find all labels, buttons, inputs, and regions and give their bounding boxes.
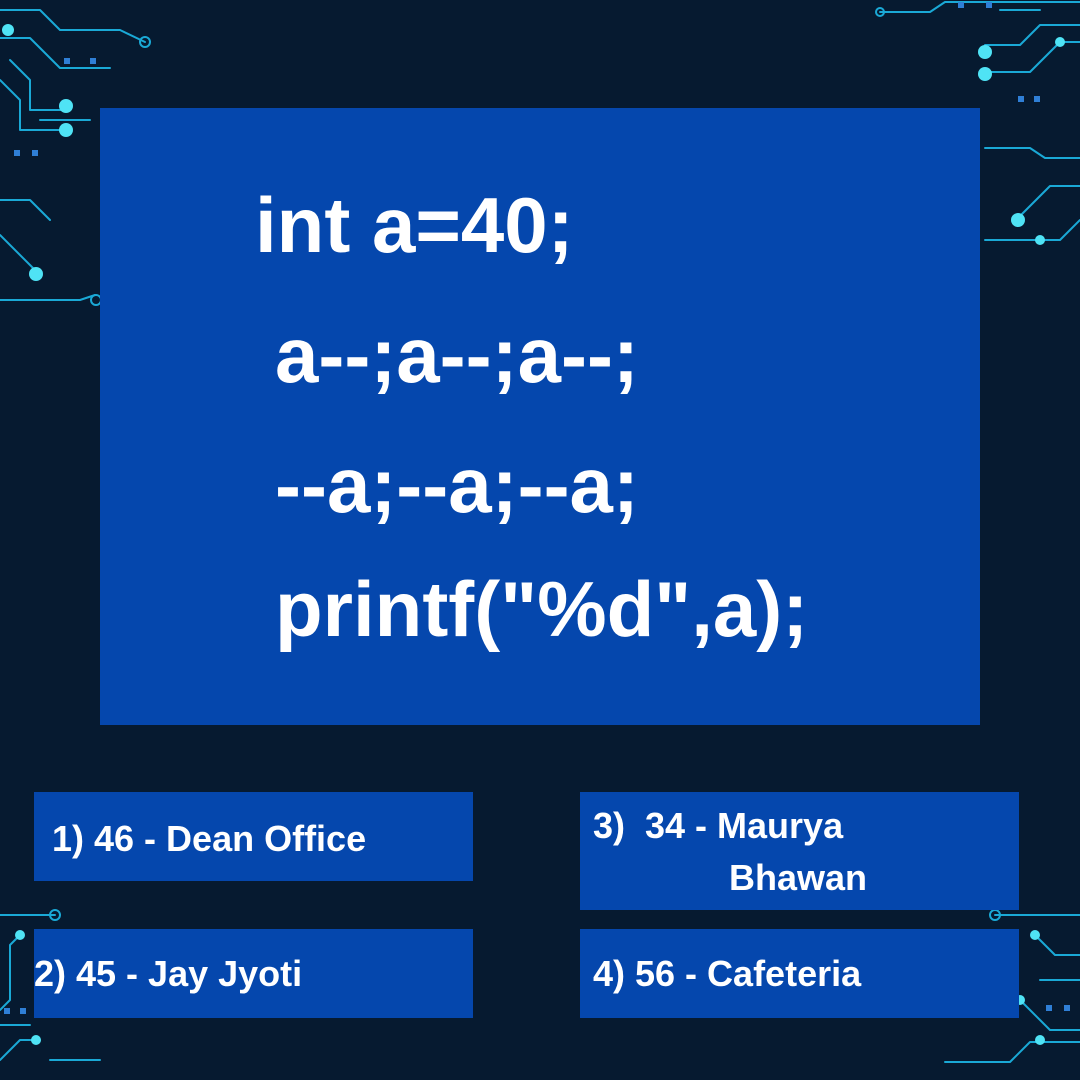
code-line-2: a--;a--;a--; [275,311,639,399]
option-3[interactable]: 3) 34 - Maurya Bhawan [580,792,1019,910]
code-line-4: printf("%d",a); [275,565,809,653]
option-1-label: 1) 46 - Dean Office [52,818,367,859]
option-4[interactable]: 4) 56 - Cafeteria [580,929,1019,1018]
option-1[interactable]: 1) 46 - Dean Office [34,792,473,881]
code-line-1: int a=40; [255,181,574,269]
option-3-label-continued: Bhawan [729,857,868,898]
code-line-3: --a;--a;--a; [275,441,639,529]
option-4-label: 4) 56 - Cafeteria [593,953,862,994]
option-2-label: 2) 45 - Jay Jyoti [34,953,303,994]
option-3-label: 3) 34 - Maurya [593,805,844,846]
option-2[interactable]: 2) 45 - Jay Jyoti [34,929,473,1018]
code-panel: int a=40; a--;a--;a--; --a;--a;--a; prin… [100,108,980,725]
